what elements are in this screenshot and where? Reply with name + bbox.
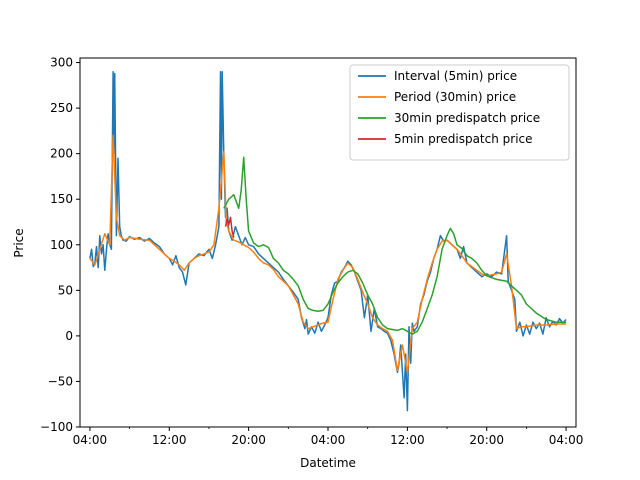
y-axis: −100 −50 0 50 100 150 200 250 300 (40, 56, 80, 434)
y-tick-label: 200 (50, 147, 73, 161)
x-tick-label: 12:00 (152, 433, 187, 447)
y-axis-label: Price (12, 228, 26, 257)
y-tick-label: −50 (48, 374, 73, 388)
x-tick-label: 04:00 (549, 433, 584, 447)
y-tick-label: 300 (50, 56, 73, 70)
y-tick-label: −100 (40, 420, 73, 434)
x-tick-label: 20:00 (469, 433, 504, 447)
series-line-3 (223, 156, 567, 335)
x-tick-label: 20:00 (231, 433, 266, 447)
legend-label: 5min predispatch price (394, 132, 533, 146)
y-tick-label: 250 (50, 101, 73, 115)
y-tick-label: 100 (50, 238, 73, 252)
legend-label: Period (30min) price (394, 90, 516, 104)
series-layer (89, 70, 567, 412)
x-axis: 04:00 12:00 20:00 04:00 12:00 20:00 04:00 (73, 427, 584, 447)
x-tick-label: 04:00 (73, 433, 108, 447)
series-line-4 (224, 216, 235, 238)
y-tick-label: 50 (58, 283, 73, 297)
x-axis-label: Datetime (300, 456, 356, 470)
y-tick-label: 150 (50, 192, 73, 206)
series-line-2 (89, 134, 567, 374)
legend-label: Interval (5min) price (394, 69, 517, 83)
legend: Interval (5min) price Period (30min) pric… (349, 64, 570, 161)
x-tick-label: 12:00 (390, 433, 425, 447)
legend-label: 30min predispatch price (394, 111, 540, 125)
legend-box (349, 64, 570, 161)
x-tick-label: 04:00 (311, 433, 346, 447)
y-tick-label: 0 (65, 329, 73, 343)
series-line-1 (89, 70, 567, 412)
